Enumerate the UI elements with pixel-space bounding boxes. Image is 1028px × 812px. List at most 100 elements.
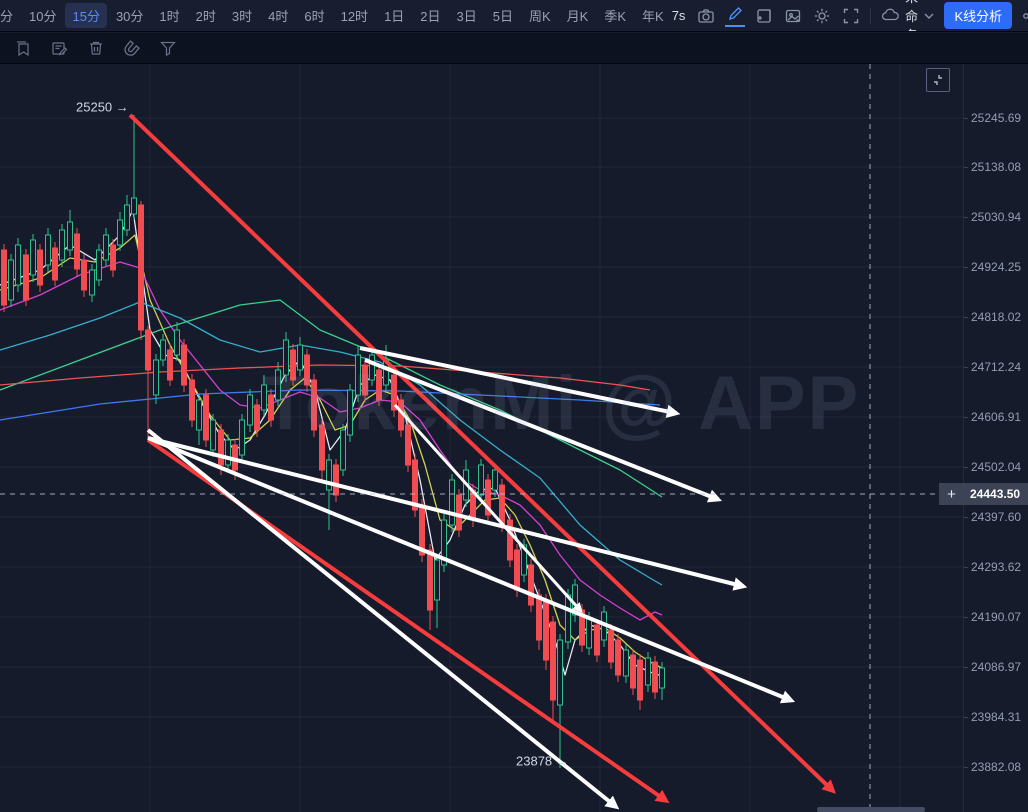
timeframe-1时[interactable]: 1时 bbox=[159, 9, 180, 24]
candle bbox=[347, 384, 353, 442]
trend-arrow-white[interactable] bbox=[146, 428, 620, 810]
trend-arrow-white[interactable] bbox=[359, 346, 681, 419]
timeframe-周K[interactable]: 周K bbox=[529, 9, 551, 24]
trend-arrow-white[interactable] bbox=[147, 436, 796, 704]
chart-area[interactable]: TokenMi @ APP 25250 → 23878 → + 24443.50… bbox=[0, 64, 1028, 812]
candle bbox=[181, 339, 187, 392]
magnet-icon[interactable] bbox=[121, 38, 142, 59]
trend-arrow-white[interactable] bbox=[364, 358, 723, 503]
ma-magenta bbox=[0, 261, 663, 621]
candle bbox=[23, 249, 29, 306]
candle bbox=[1, 244, 7, 312]
add-chart-icon[interactable] bbox=[754, 6, 774, 26]
candle bbox=[297, 337, 303, 376]
price-tick-label: 25138.08 bbox=[964, 160, 1028, 174]
trend-arrow-white[interactable] bbox=[147, 436, 748, 591]
timeframe-2时[interactable]: 2时 bbox=[195, 9, 216, 24]
current-price-badge: 24443.50 bbox=[964, 483, 1028, 505]
add-alert-plus-button[interactable]: + bbox=[939, 483, 964, 505]
price-axis[interactable]: 24443.50 25245.69 25138.08 25030.94 24924.2… bbox=[963, 64, 1028, 812]
candle bbox=[441, 514, 447, 572]
candle bbox=[145, 326, 151, 440]
filter-icon[interactable] bbox=[157, 38, 178, 59]
candle bbox=[579, 604, 585, 652]
restore-pane-icon[interactable] bbox=[926, 68, 950, 92]
candle bbox=[210, 414, 216, 457]
price-tick-label: 24293.62 bbox=[964, 560, 1028, 574]
timeframe-30分[interactable]: 30分 bbox=[115, 9, 144, 24]
timeframe-5日[interactable]: 5日 bbox=[492, 9, 513, 24]
candle bbox=[203, 389, 209, 447]
timeframe-6时[interactable]: 6时 bbox=[304, 9, 325, 24]
candle bbox=[30, 234, 36, 282]
price-tick-label: 24190.07 bbox=[964, 610, 1028, 624]
kline-analysis-button[interactable]: K线分析 bbox=[944, 2, 1013, 29]
timeframe-月K[interactable]: 月K bbox=[566, 9, 589, 24]
candle bbox=[59, 224, 65, 267]
timeframe-季K[interactable]: 季K bbox=[604, 9, 627, 24]
cloud-layout-select[interactable]: 未命名 bbox=[880, 0, 935, 31]
trash-icon[interactable] bbox=[85, 38, 106, 59]
candle bbox=[557, 634, 563, 768]
price-tick-label: 24712.24 bbox=[964, 360, 1028, 374]
timeframe-10分[interactable]: 10分 bbox=[29, 9, 57, 24]
candle bbox=[543, 594, 549, 670]
candle bbox=[160, 334, 166, 366]
trend-arrow-white[interactable] bbox=[393, 403, 583, 614]
trend-arrows bbox=[128, 113, 836, 810]
candle bbox=[131, 115, 137, 220]
image-icon[interactable] bbox=[783, 6, 803, 26]
price-tick-label: 24924.25 bbox=[964, 260, 1028, 274]
layout-name-label: 未命名 bbox=[905, 0, 919, 31]
timeframe-3日[interactable]: 3日 bbox=[456, 9, 477, 24]
timeframe-1日[interactable]: 1日 bbox=[384, 9, 405, 24]
price-tick-label: 25030.94 bbox=[964, 210, 1028, 224]
timeframe-15分[interactable]: 15分 bbox=[65, 3, 107, 28]
price-tick-label: 25245.69 bbox=[964, 111, 1028, 125]
candle bbox=[528, 559, 534, 612]
candle bbox=[391, 369, 397, 417]
candle bbox=[268, 389, 274, 427]
timeframe-3时[interactable]: 3时 bbox=[231, 9, 253, 24]
candle bbox=[340, 424, 346, 476]
ma-yellow bbox=[0, 234, 663, 669]
candle bbox=[167, 344, 173, 386]
timeframe-分[interactable]: 分 bbox=[0, 9, 14, 24]
candle bbox=[369, 349, 375, 386]
candle bbox=[138, 201, 144, 340]
candle bbox=[283, 332, 289, 382]
candle bbox=[492, 464, 498, 497]
camera-icon[interactable] bbox=[696, 6, 716, 26]
candle bbox=[326, 454, 332, 530]
bookmark-icon[interactable] bbox=[13, 38, 34, 59]
timeframe-2日[interactable]: 2日 bbox=[420, 9, 441, 24]
candle bbox=[37, 244, 43, 292]
cloud-icon bbox=[880, 6, 900, 26]
candle bbox=[355, 345, 361, 402]
timeframe-4时[interactable]: 4时 bbox=[268, 9, 289, 24]
candle bbox=[67, 210, 73, 256]
drawing-toolbar bbox=[0, 33, 1028, 64]
candle bbox=[8, 254, 14, 307]
candle bbox=[645, 652, 651, 692]
candle bbox=[81, 254, 87, 297]
timeframe-年K[interactable]: 年K bbox=[642, 9, 664, 24]
candle bbox=[615, 634, 621, 682]
share-icon[interactable] bbox=[1021, 6, 1028, 26]
candle bbox=[449, 474, 455, 532]
horizontal-scrollbar[interactable] bbox=[817, 807, 925, 812]
candle bbox=[45, 228, 51, 272]
candle bbox=[319, 419, 325, 482]
note-edit-icon[interactable] bbox=[49, 38, 70, 59]
trend-arrow-red[interactable] bbox=[128, 113, 836, 794]
gear-icon[interactable] bbox=[812, 6, 832, 26]
candle bbox=[630, 649, 636, 695]
candle bbox=[434, 554, 440, 628]
pencil-icon[interactable] bbox=[725, 5, 746, 27]
candle bbox=[311, 374, 317, 437]
timeframe-12时[interactable]: 12时 bbox=[340, 9, 369, 24]
candles bbox=[1, 115, 665, 768]
fullscreen-icon[interactable] bbox=[841, 6, 861, 26]
candle bbox=[96, 244, 102, 286]
price-tick-label: 24502.04 bbox=[964, 460, 1028, 474]
